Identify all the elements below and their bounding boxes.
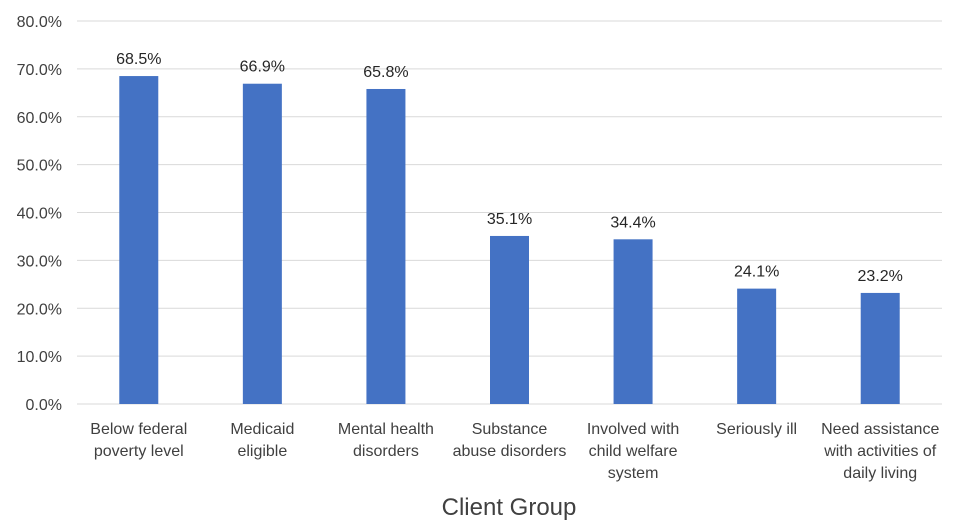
x-category-label-line: eligible	[237, 443, 287, 460]
bar	[366, 88, 406, 405]
gridlines	[77, 20, 942, 405]
x-category-label-line: daily living	[843, 465, 917, 482]
x-category-label-line: Need assistance	[821, 421, 939, 438]
data-label: 34.4%	[610, 214, 655, 231]
x-category-label: Below federal poverty level	[90, 421, 187, 460]
y-tick-label: 60.0%	[17, 110, 62, 127]
x-category-label-line: Seriously ill	[716, 421, 797, 438]
x-category-label-line: child welfare	[589, 443, 678, 460]
x-category-label-line: Below federal	[90, 421, 187, 438]
x-category-label-line: system	[608, 465, 659, 482]
x-category-label: Need assistance with activities of daily l…	[821, 421, 939, 482]
data-label: 65.8%	[363, 64, 408, 81]
data-label: 66.9%	[240, 59, 285, 76]
x-category-label-line: with activities of	[823, 443, 937, 460]
y-tick-label: 20.0%	[17, 301, 62, 318]
bar	[119, 76, 159, 405]
data-labels: 68.5% 66.9% 65.8% 35.1% 34.4% 24.1% 23.2%	[116, 51, 903, 285]
y-tick-label: 80.0%	[17, 14, 62, 31]
x-category-label-line: Mental health	[338, 421, 434, 438]
x-axis-title: Client Group	[442, 494, 577, 521]
data-label: 68.5%	[116, 51, 161, 68]
y-tick-label: 30.0%	[17, 253, 62, 270]
x-category-label: Involved with child welfare system	[587, 421, 680, 482]
data-label: 23.2%	[858, 268, 903, 285]
x-category-label-line: disorders	[353, 443, 419, 460]
x-category-label-line: Substance	[472, 421, 548, 438]
y-tick-label: 40.0%	[17, 206, 62, 223]
x-category-label-line: abuse disorders	[453, 443, 567, 460]
bar	[242, 83, 282, 404]
x-axis-category-labels: Below federal poverty level Medicaid eligib…	[90, 421, 939, 482]
x-category-label-line: Involved with	[587, 421, 680, 438]
y-axis-tick-labels: 0.0% 10.0% 20.0% 30.0% 40.0% 50.0% 60.0% 70.0% 8…	[17, 14, 62, 414]
y-tick-label: 70.0%	[17, 62, 62, 79]
x-category-label: Seriously ill	[716, 421, 797, 438]
bar	[490, 235, 529, 404]
x-category-label: Substance abuse disorders	[453, 421, 567, 460]
x-category-label: Mental health disorders	[338, 421, 434, 460]
data-label: 35.1%	[487, 211, 532, 228]
x-category-label: Medicaid eligible	[230, 421, 294, 460]
x-category-label-line: Medicaid	[230, 421, 294, 438]
y-tick-label: 10.0%	[17, 349, 62, 366]
y-tick-label: 0.0%	[26, 397, 62, 414]
x-category-label-line: poverty level	[94, 443, 184, 460]
bar	[860, 292, 900, 404]
y-tick-label: 50.0%	[17, 158, 62, 175]
data-label: 24.1%	[734, 264, 779, 281]
bars	[119, 76, 900, 405]
bar	[737, 288, 777, 404]
bar	[613, 239, 653, 404]
